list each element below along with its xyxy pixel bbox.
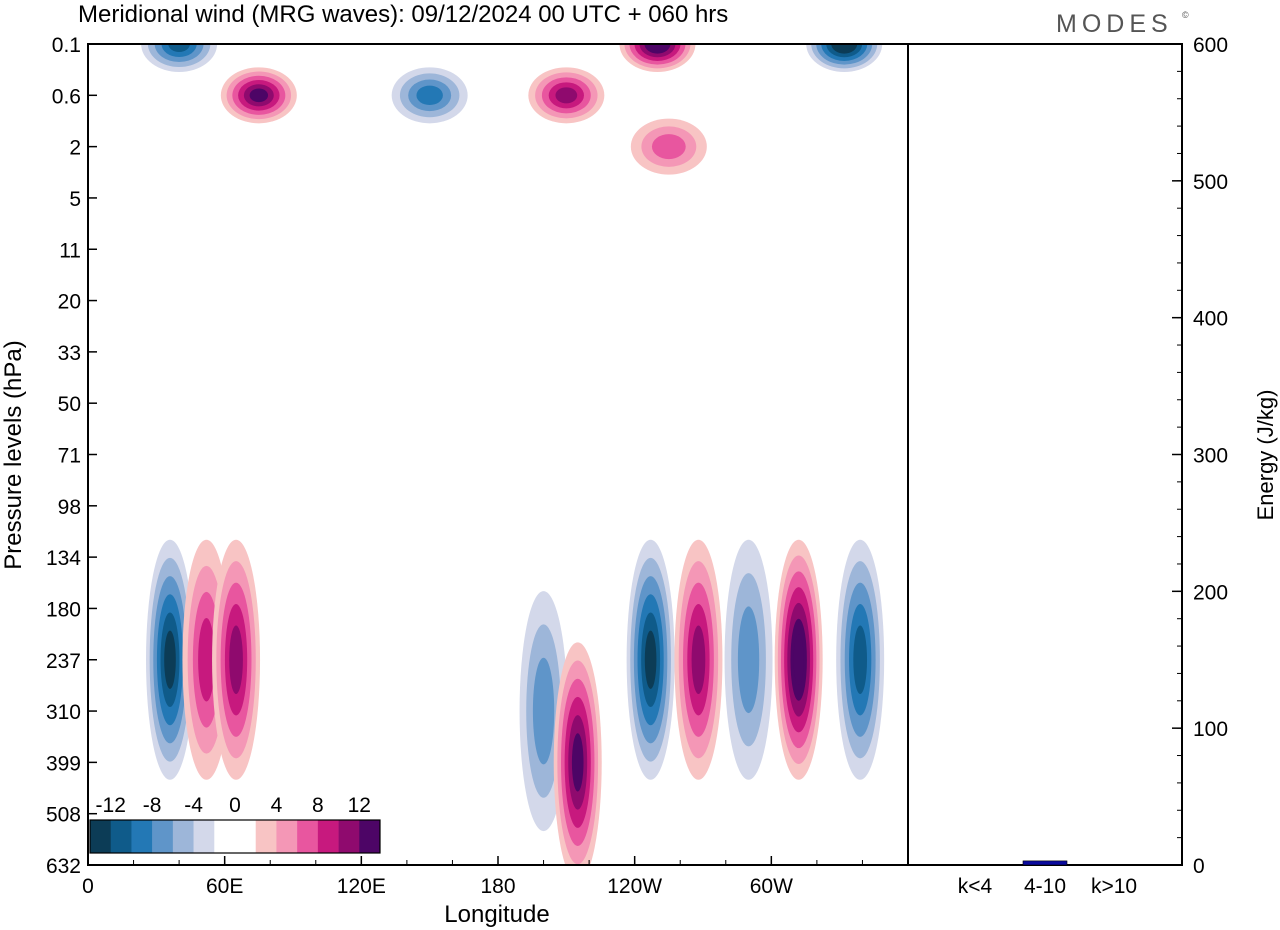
x-axis: 0 60E 120E 180 120W 60W xyxy=(82,856,909,898)
energy-category-label: k>10 xyxy=(1091,875,1137,898)
colorbar-label: 4 xyxy=(271,794,283,817)
colorbar-label: -12 xyxy=(96,794,126,817)
y-tick-label: 180 xyxy=(46,598,81,621)
energy-bar xyxy=(952,864,998,866)
colorbar-swatch xyxy=(317,820,339,853)
colorbar-label: 8 xyxy=(312,794,324,817)
energy-frame xyxy=(907,43,1183,866)
contour-band xyxy=(229,625,243,695)
colorbar-label: 0 xyxy=(229,794,241,817)
x-tick-label: 120E xyxy=(337,875,386,898)
colorbar-swatch xyxy=(338,820,360,853)
energy-tick-label: 600 xyxy=(1193,34,1228,57)
wind-field xyxy=(141,44,885,865)
energy-axis: 0 100 200 300 400 500 600 xyxy=(1172,34,1228,878)
colorbar-swatch xyxy=(90,820,112,853)
x-tick-label: 60E xyxy=(206,875,243,898)
y-tick-label: 237 xyxy=(46,650,81,673)
x-tick-label: 180 xyxy=(480,875,515,898)
energy-category-label: k<4 xyxy=(958,875,993,898)
contour-band xyxy=(168,44,190,52)
contour-band xyxy=(555,87,578,104)
colorbar-swatch xyxy=(110,820,132,853)
contour-band xyxy=(416,85,443,106)
contour-band xyxy=(649,44,666,50)
colorbar-swatch xyxy=(297,820,319,853)
colorbar-swatch xyxy=(131,820,153,853)
contour-band xyxy=(571,733,584,792)
y-tick-label: 20 xyxy=(58,291,81,314)
y-tick-label: 71 xyxy=(58,445,81,468)
y-axis: 0.1 0.6 2 5 11 20 33 50 71 98 134 180 237 310 399 508 63… xyxy=(46,34,97,878)
contour-band xyxy=(644,630,657,689)
brand-logo: MODES xyxy=(1056,10,1173,38)
contour-band xyxy=(793,634,804,686)
contour-band xyxy=(853,625,868,695)
colorbar-swatch xyxy=(193,820,215,853)
energy-tick-label: 300 xyxy=(1193,445,1228,468)
colorbar-label: 12 xyxy=(348,794,371,817)
y-tick-label: 5 xyxy=(69,188,81,211)
colorbar-frame xyxy=(89,819,381,854)
energy-bars: k<4 4-10 k>10 xyxy=(952,860,1137,898)
energy-tick-label: 0 xyxy=(1193,855,1205,878)
energy-tick-label: 100 xyxy=(1193,718,1228,741)
contour-band xyxy=(651,134,686,160)
x-tick-label: 120W xyxy=(607,875,662,898)
y-tick-label: 0.6 xyxy=(52,85,81,108)
energy-tick-label: 500 xyxy=(1193,171,1228,194)
contour-band xyxy=(532,657,555,765)
y-tick-label: 98 xyxy=(58,496,81,519)
y-axis-label: Pressure levels (hPa) xyxy=(0,340,27,569)
y-tick-label: 508 xyxy=(46,804,81,827)
y-tick-label: 0.1 xyxy=(52,34,81,57)
y-tick-label: 33 xyxy=(58,342,81,365)
chart-title: Meridional wind (MRG waves): 09/12/2024 … xyxy=(78,1,728,28)
colorbar-swatch xyxy=(172,820,194,853)
energy-axis-label: Energy (J/kg) xyxy=(1253,390,1278,521)
y-tick-label: 399 xyxy=(46,752,81,775)
contour-band xyxy=(249,88,269,103)
contour-band xyxy=(198,618,215,702)
y-tick-label: 134 xyxy=(46,547,81,570)
contour-band xyxy=(737,606,760,714)
energy-category-label: 4-10 xyxy=(1024,875,1066,898)
y-tick-label: 310 xyxy=(46,701,81,724)
x-axis-label: Longitude xyxy=(444,901,549,928)
contour-band xyxy=(836,44,853,50)
energy-bar xyxy=(1091,864,1137,866)
colorbar-label: -8 xyxy=(143,794,162,817)
colorbar-swatch xyxy=(276,820,298,853)
contour-band xyxy=(691,625,706,695)
colorbar-swatch xyxy=(359,820,381,853)
x-tick-label: 60W xyxy=(750,875,793,898)
contour-band xyxy=(164,630,176,689)
energy-tick-label: 200 xyxy=(1193,581,1228,604)
colorbar-swatch xyxy=(152,820,174,853)
colorbar-swatch xyxy=(214,820,236,853)
brand-mark: © xyxy=(1182,10,1189,20)
colorbar-swatch xyxy=(235,820,257,853)
colorbar-swatch xyxy=(255,820,277,853)
y-tick-label: 632 xyxy=(46,855,81,878)
colorbar-label: -4 xyxy=(184,794,203,817)
y-tick-label: 50 xyxy=(58,393,81,416)
x-tick-label: 0 xyxy=(82,875,94,898)
y-tick-label: 11 xyxy=(59,239,81,262)
energy-bar xyxy=(1022,860,1068,866)
colorbar-legend: -12 -8 -4 0 4 8 12 xyxy=(89,794,381,854)
y-tick-label: 2 xyxy=(69,137,81,160)
energy-tick-label: 400 xyxy=(1193,308,1228,331)
